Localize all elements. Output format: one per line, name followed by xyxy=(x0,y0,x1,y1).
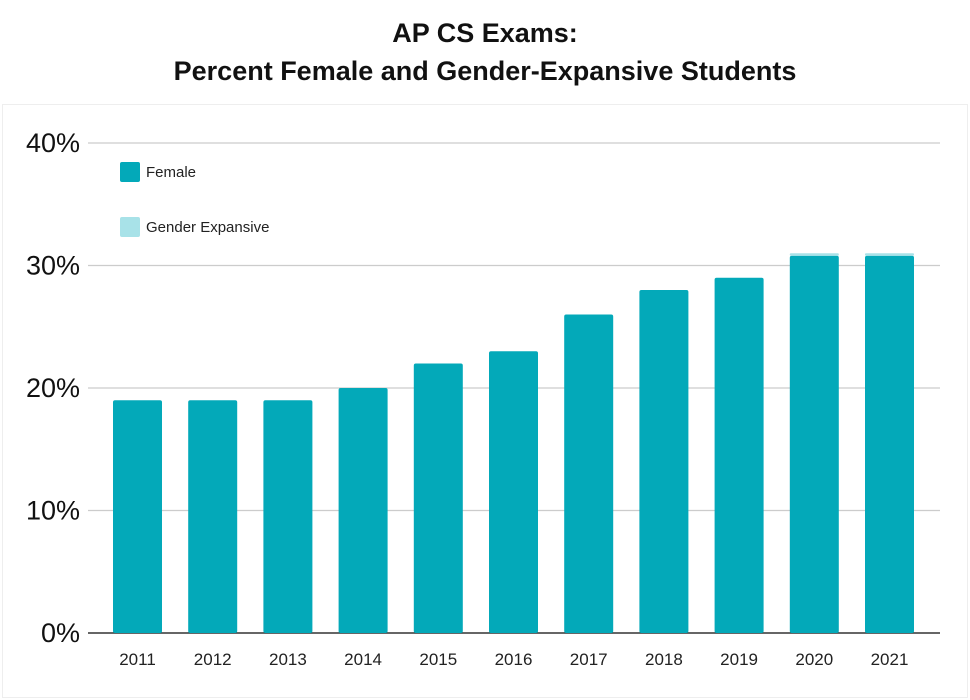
x-tick-label: 2014 xyxy=(344,650,382,669)
bar-female xyxy=(113,400,162,633)
y-tick-label: 30% xyxy=(26,251,80,281)
bar-female xyxy=(789,255,839,633)
x-tick-label: 2021 xyxy=(871,650,909,669)
x-tick-label: 2012 xyxy=(194,650,232,669)
legend-label-gender-expansive: Gender Expansive xyxy=(146,218,270,236)
legend-item-female: Female xyxy=(120,162,196,182)
bar-female xyxy=(413,363,463,633)
bar-gender-expansive xyxy=(865,253,914,256)
x-tick-label: 2015 xyxy=(419,650,457,669)
x-tick-label: 2017 xyxy=(570,650,608,669)
y-tick-label: 0% xyxy=(41,618,80,648)
bar-female xyxy=(338,388,388,633)
y-tick-label: 40% xyxy=(26,128,80,158)
legend-item-gender-expansive: Gender Expansive xyxy=(120,217,269,237)
bar-female xyxy=(714,277,764,633)
chart-title: AP CS Exams: Percent Female and Gender-E… xyxy=(0,14,970,90)
legend-swatch-female xyxy=(120,162,140,182)
x-tick-label: 2019 xyxy=(720,650,758,669)
bar-female xyxy=(639,290,689,633)
bar-female xyxy=(188,400,238,633)
chart-panel xyxy=(2,104,968,698)
title-line-2: Percent Female and Gender-Expansive Stud… xyxy=(173,56,797,86)
y-tick-label: 20% xyxy=(26,373,80,403)
title-line-1: AP CS Exams: xyxy=(392,18,578,48)
legend-swatch-gender-expansive xyxy=(120,217,140,237)
bar-female xyxy=(263,400,313,633)
y-tick-label: 10% xyxy=(26,496,80,526)
bar-female xyxy=(489,351,538,633)
x-tick-label: 2011 xyxy=(119,650,156,669)
bar-gender-expansive xyxy=(789,253,839,256)
legend-label-female: Female xyxy=(146,163,197,181)
bar-female xyxy=(564,314,614,633)
bar-female xyxy=(865,255,914,633)
x-tick-label: 2020 xyxy=(795,650,833,669)
x-tick-label: 2018 xyxy=(645,650,683,669)
x-tick-label: 2013 xyxy=(269,650,307,669)
x-tick-label: 2016 xyxy=(495,650,533,669)
